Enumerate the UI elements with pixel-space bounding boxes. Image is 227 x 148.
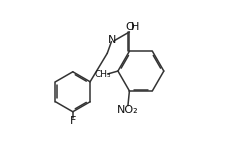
Text: F: F <box>70 116 76 126</box>
Text: CH₃: CH₃ <box>94 70 111 78</box>
Text: H: H <box>131 22 139 32</box>
Text: N: N <box>108 35 116 45</box>
Text: O: O <box>125 22 134 32</box>
Text: NO₂: NO₂ <box>117 105 139 115</box>
